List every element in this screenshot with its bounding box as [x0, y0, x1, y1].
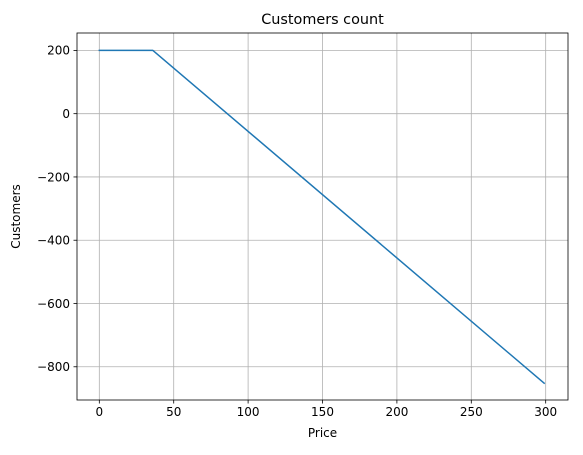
y-tick-label: −400	[37, 234, 70, 248]
chart-title: Customers count	[261, 12, 384, 28]
x-tick-label: 250	[460, 405, 483, 419]
tick-layer: 0 50 100 150 200 250 300 200 0 −200 −400 −600 −800	[37, 44, 557, 419]
series-layer	[98, 49, 546, 385]
grid-layer	[77, 33, 568, 400]
x-axis-label: Price	[308, 426, 337, 440]
y-tick-label: 0	[62, 107, 70, 121]
series-line	[98, 49, 546, 385]
x-tick-label: 0	[95, 405, 103, 419]
x-tick-label: 300	[534, 405, 557, 419]
y-tick-label: −600	[37, 297, 70, 311]
x-tick-label: 100	[237, 405, 260, 419]
y-tick-label: −200	[37, 170, 70, 184]
x-tick-label: 150	[311, 405, 334, 419]
y-tick-label: −800	[37, 360, 70, 374]
y-axis-label: Customers	[9, 184, 23, 249]
x-tick-label: 200	[385, 405, 408, 419]
y-tick-label: 200	[47, 44, 70, 58]
x-tick-label: 50	[166, 405, 181, 419]
